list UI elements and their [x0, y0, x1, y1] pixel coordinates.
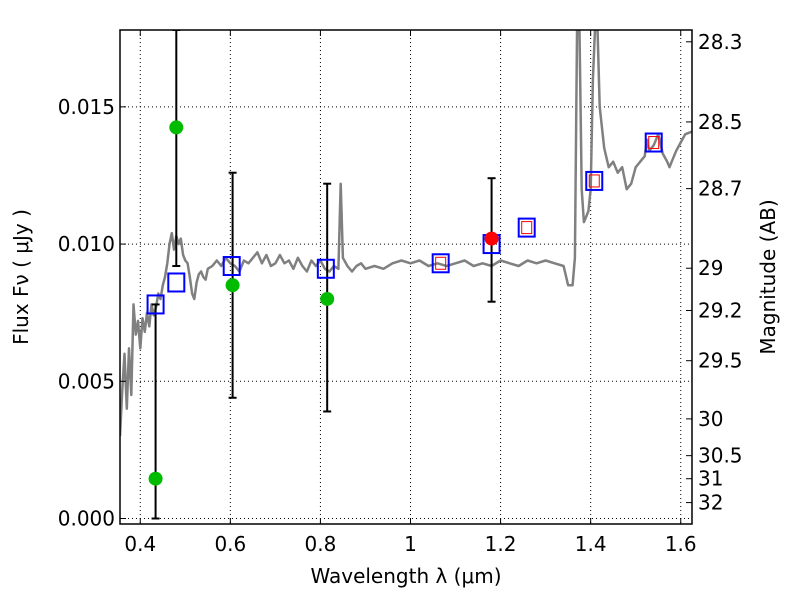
- y2-tick-label: 29.5: [698, 349, 743, 373]
- x-tick-label: 0.4: [124, 532, 156, 556]
- y2-tick-label: 31: [698, 467, 723, 491]
- x-tick-label: 1.2: [485, 532, 517, 556]
- model-box-layer: [146, 132, 663, 315]
- y-tick-label: 0.010: [58, 232, 115, 256]
- model-photometry-box: [167, 272, 186, 293]
- x-tick-label: 1: [404, 532, 417, 556]
- green-point: [320, 291, 335, 306]
- green-point: [169, 120, 184, 135]
- y2-tick-label: 29: [698, 256, 723, 280]
- green-point: [225, 278, 240, 293]
- plot-frame: [119, 29, 693, 525]
- y2-axis-label: Magnitude (AB): [756, 199, 780, 354]
- y2-tick-label: 28.5: [698, 110, 743, 134]
- model-photometry-box: [644, 132, 663, 153]
- y-tick-label: 0.005: [58, 369, 115, 393]
- model-photometry-box: [431, 253, 450, 274]
- grid-layer: [120, 30, 692, 524]
- model-photometry-box: [316, 258, 335, 279]
- model-photometry-box: [222, 256, 241, 277]
- y2-tick-label: 29.2: [698, 298, 743, 322]
- model-spectrum-layer: [120, 30, 692, 437]
- y-tick-label: 0.000: [58, 507, 115, 531]
- model-photometry-box: [585, 170, 604, 191]
- model-photometry-box-inner: [648, 136, 660, 150]
- x-tick-label: 0.8: [305, 532, 337, 556]
- x-tick-label: 0.6: [214, 532, 246, 556]
- green-point: [148, 471, 163, 486]
- x-tick-label: 1.6: [665, 532, 697, 556]
- model-photometry-box: [517, 217, 536, 238]
- y2-tick-label: 30: [698, 407, 723, 431]
- model-spectrum-line: [120, 30, 692, 437]
- detection-point-layer: [148, 120, 499, 486]
- y2-tick-label: 30.5: [698, 444, 743, 468]
- x-axis-label: Wavelength λ (μm): [310, 564, 501, 588]
- model-photometry-box: [146, 294, 165, 315]
- y2-tick-label: 28.3: [698, 30, 743, 54]
- y2-tick-label: 32: [698, 491, 723, 515]
- x-tick-label: 1.4: [575, 532, 607, 556]
- model-photometry-box-inner: [435, 256, 447, 270]
- model-photometry-box-inner: [521, 221, 533, 235]
- y-tick-label: 0.015: [58, 95, 115, 119]
- y-axis-label: Flux Fν ( μJy ): [9, 209, 33, 345]
- tick-layer: 0.4 0.6 0.8 1 1.2 1.4 1.6 0.000 0.005 0.010 0.015 2…: [58, 30, 743, 556]
- red-point: [484, 231, 499, 246]
- model-photometry-box-inner: [588, 174, 600, 188]
- y2-tick-label: 28.7: [698, 177, 743, 201]
